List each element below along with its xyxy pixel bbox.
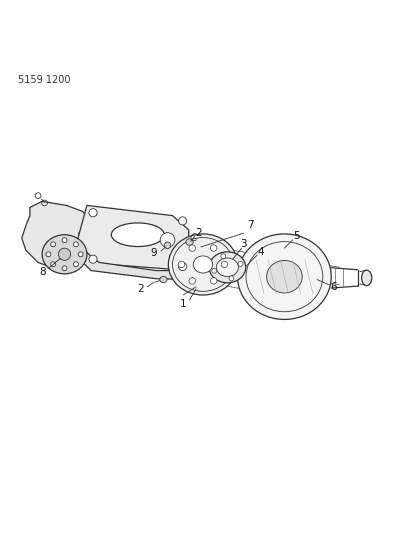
Polygon shape [22, 201, 87, 271]
Text: 7: 7 [246, 220, 253, 230]
Text: 5: 5 [292, 231, 299, 241]
Ellipse shape [193, 256, 212, 273]
Circle shape [58, 248, 70, 261]
Text: 2: 2 [195, 228, 202, 238]
Ellipse shape [111, 223, 164, 247]
Circle shape [210, 278, 216, 284]
Text: 1: 1 [180, 299, 186, 309]
Circle shape [89, 255, 97, 263]
Circle shape [189, 245, 195, 252]
Circle shape [220, 254, 225, 259]
Circle shape [62, 238, 67, 243]
Text: 2: 2 [137, 284, 144, 294]
Circle shape [178, 262, 186, 271]
Circle shape [62, 266, 67, 271]
Ellipse shape [168, 234, 237, 295]
Circle shape [211, 268, 216, 273]
Text: 5159 1200: 5159 1200 [18, 75, 70, 85]
Circle shape [51, 242, 55, 247]
Text: 6: 6 [329, 282, 336, 292]
Circle shape [78, 252, 83, 257]
Circle shape [229, 276, 233, 281]
Text: 8: 8 [39, 267, 45, 277]
Text: 9: 9 [150, 248, 157, 258]
Circle shape [46, 252, 51, 257]
Circle shape [73, 242, 78, 247]
Ellipse shape [237, 234, 330, 319]
Ellipse shape [361, 270, 371, 286]
Text: 4: 4 [257, 247, 264, 257]
Circle shape [220, 261, 227, 268]
Ellipse shape [160, 277, 167, 282]
Circle shape [178, 217, 186, 225]
Circle shape [73, 262, 78, 266]
Ellipse shape [266, 261, 301, 293]
Circle shape [210, 245, 216, 252]
Ellipse shape [164, 242, 171, 248]
Text: 3: 3 [240, 239, 246, 249]
Polygon shape [83, 252, 188, 279]
Ellipse shape [42, 235, 87, 274]
Circle shape [238, 262, 243, 266]
Circle shape [160, 233, 175, 247]
Circle shape [178, 261, 184, 268]
Polygon shape [74, 205, 188, 271]
Circle shape [51, 262, 55, 266]
Ellipse shape [216, 258, 238, 277]
Circle shape [89, 209, 97, 217]
Ellipse shape [209, 252, 245, 283]
Ellipse shape [185, 239, 193, 245]
Circle shape [189, 278, 195, 284]
